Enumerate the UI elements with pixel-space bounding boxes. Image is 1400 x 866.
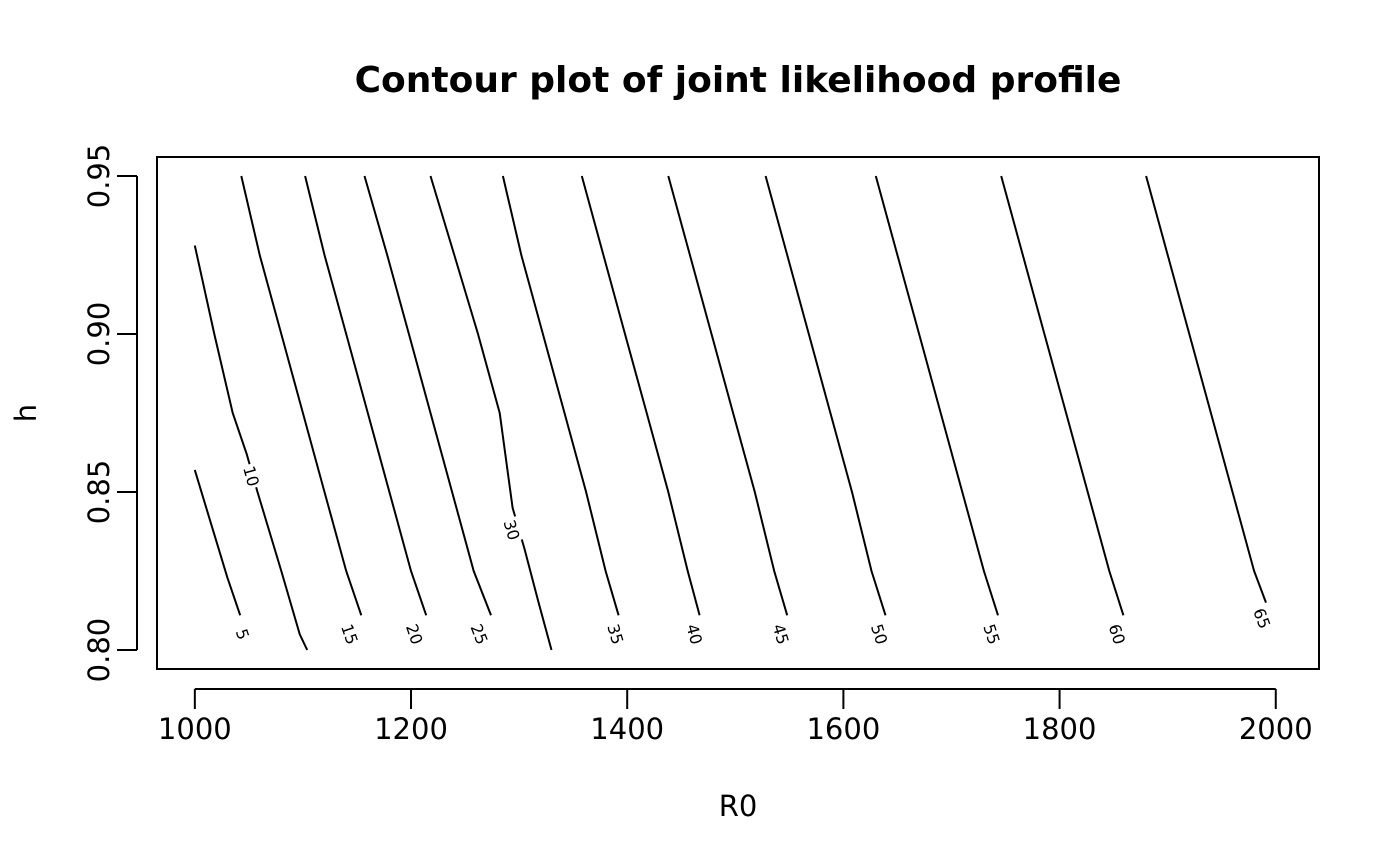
contour-line-55 (874, 175, 999, 616)
x-tick-label: 2000 (1239, 712, 1313, 746)
x-tick-label: 1200 (374, 712, 448, 746)
contour-label-10: 10 (239, 464, 263, 489)
contour-line-20 (304, 175, 428, 616)
contour-layer (193, 175, 1267, 651)
x-tick-label: 1000 (158, 712, 232, 746)
x-tick-label: 1800 (1023, 712, 1097, 746)
contour-label-mask (400, 619, 428, 649)
contour-label-mask (336, 619, 363, 649)
y-tick-label: 0.85 (82, 460, 116, 525)
contour-line-50 (764, 175, 887, 616)
contour-line-40 (580, 175, 701, 616)
y-tick-label: 0.90 (82, 302, 116, 367)
contour-label-mask (1103, 619, 1131, 649)
contour-label-mask (1248, 603, 1276, 634)
contour-line-10 (193, 245, 309, 651)
contour-label-mask (865, 619, 893, 649)
contour-label-mask (465, 619, 493, 650)
contour-label-mask (602, 619, 629, 649)
contour-label-45: 45 (769, 622, 793, 647)
contour-line-65 (1145, 175, 1267, 603)
contour-line-15 (240, 175, 363, 616)
contour-line-45 (667, 175, 789, 616)
y-axis: 0.80 0.85 0.90 0.95 (82, 144, 138, 683)
y-tick-label: 0.80 (82, 618, 116, 683)
contour-label-mask (767, 619, 794, 649)
y-tick-label: 0.95 (82, 144, 116, 209)
contour-line-60 (1000, 175, 1125, 616)
contour-line-25 (363, 175, 492, 616)
plot-frame (156, 156, 1320, 670)
contour-label-mask (229, 619, 256, 649)
chart-title: Contour plot of joint likelihood profile (355, 60, 1122, 101)
contour-label-mask (238, 461, 264, 491)
contour-line-5 (193, 469, 242, 616)
x-tick-label: 1600 (806, 712, 880, 746)
contour-label-mask (978, 619, 1005, 649)
x-axis-label: R0 (719, 789, 758, 823)
contour-label-mask (498, 515, 525, 545)
contour-line-30 (429, 175, 553, 651)
contour-label-30: 30 (500, 518, 524, 543)
contour-line-35 (501, 175, 620, 616)
x-axis: 1000 1200 1400 1600 1800 2000 (158, 688, 1313, 746)
x-tick-label: 1400 (590, 712, 664, 746)
contour-label-35: 35 (603, 622, 627, 647)
y-axis-label: h (9, 404, 43, 422)
contour-label-mask (681, 620, 707, 649)
contour-label-40: 40 (682, 622, 706, 647)
